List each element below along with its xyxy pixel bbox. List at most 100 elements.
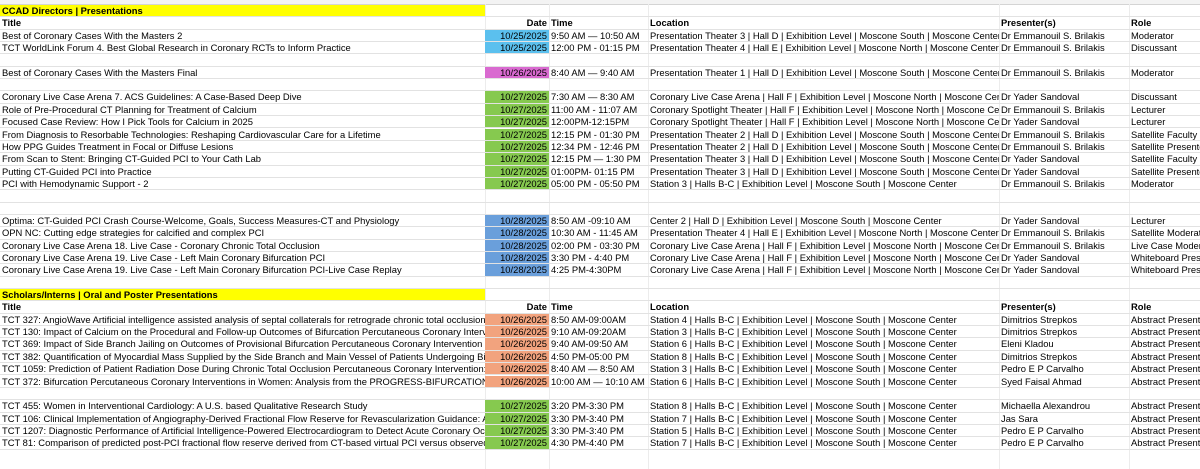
column-header-date[interactable]: Date [526, 17, 547, 29]
presenter-cell[interactable]: Dr Emmanouil S. Brilakis [1001, 239, 1105, 251]
date-cell[interactable]: 10/26/2025 [485, 375, 549, 387]
presenter-cell[interactable]: Dr Emmanouil S. Brilakis [1001, 29, 1105, 41]
location-cell[interactable]: Coronary Live Case Arena | Hall F | Exhi… [650, 91, 999, 103]
title-cell[interactable]: PCI with Hemodynamic Support - 2 [2, 177, 149, 189]
role-cell[interactable]: Abstract Presenter [1131, 375, 1200, 387]
column-header-time[interactable]: Time [551, 17, 573, 29]
date-cell[interactable]: 10/26/2025 [485, 326, 549, 338]
column-header-presenter[interactable]: Presenter(s) [1001, 17, 1056, 29]
location-cell[interactable]: Presentation Theater 2 | Hall D | Exhibi… [650, 140, 999, 152]
date-cell[interactable]: 10/27/2025 [485, 103, 549, 116]
column-header-date[interactable]: Date [526, 301, 547, 313]
date-cell[interactable]: 10/26/2025 [485, 66, 549, 79]
time-cell[interactable]: 3:30 PM-3:40 PM [551, 424, 624, 436]
time-cell[interactable]: 7:30 AM — 8:30 AM [551, 91, 635, 103]
date-cell[interactable]: 10/28/2025 [485, 239, 549, 251]
time-cell[interactable]: 4:50 PM-05:00 PM [551, 350, 630, 362]
time-cell[interactable]: 12:00 PM - 01:15 PM [551, 42, 640, 54]
column-header-role[interactable]: Role [1131, 17, 1152, 29]
role-cell[interactable]: Satellite Faculty [1131, 153, 1198, 165]
date-cell[interactable]: 10/27/2025 [485, 165, 549, 177]
time-cell[interactable]: 10:00 AM — 10:10 AM [551, 375, 645, 387]
title-cell[interactable]: Coronary Live Case Arena 18. Live Case -… [2, 239, 320, 251]
presenter-cell[interactable]: Dr Emmanouil S. Brilakis [1001, 128, 1105, 140]
date-cell[interactable]: 10/27/2025 [485, 424, 549, 437]
title-cell[interactable]: TCT 1207: Diagnostic Performance of Arti… [2, 424, 485, 436]
column-header-title[interactable]: Title [2, 301, 22, 313]
role-cell[interactable]: Satellite Faculty [1131, 128, 1198, 140]
role-cell[interactable]: Abstract Presenter [1131, 437, 1200, 449]
presenter-cell[interactable]: Dr Yader Sandoval [1001, 165, 1080, 177]
presenter-cell[interactable]: Dr Emmanouil S. Brilakis [1001, 227, 1105, 239]
presenter-cell[interactable]: Dr Yader Sandoval [1001, 116, 1080, 128]
time-cell[interactable]: 3:20 PM-3:30 PM [551, 400, 624, 412]
column-header-title[interactable]: Title [2, 17, 22, 29]
presenter-cell[interactable]: Jas Sara [1001, 412, 1038, 424]
role-cell[interactable]: Discussant [1131, 42, 1177, 54]
location-cell[interactable]: Station 6 | Halls B-C | Exhibition Level… [650, 375, 957, 387]
presenter-cell[interactable]: Eleni Kladou [1001, 338, 1054, 350]
title-cell[interactable]: TCT 372: Bifurcation Percutaneous Corona… [2, 375, 485, 387]
date-cell[interactable]: 10/28/2025 [485, 214, 549, 227]
title-cell[interactable]: TCT 369: Impact of Side Branch Jailing o… [2, 338, 485, 350]
title-cell[interactable]: TCT 1059: Prediction of Patient Radiatio… [2, 363, 485, 375]
role-cell[interactable]: Moderator [1131, 177, 1174, 189]
role-cell[interactable]: Moderator [1131, 66, 1174, 78]
title-cell[interactable]: Coronary Live Case Arena 19. Live Case -… [2, 252, 326, 263]
location-cell[interactable]: Station 8 | Halls B-C | Exhibition Level… [650, 350, 957, 362]
title-cell[interactable]: Coronary Live Case Arena 7. ACS Guidelin… [2, 91, 302, 103]
location-cell[interactable]: Station 7 | Halls B-C | Exhibition Level… [650, 412, 957, 424]
time-cell[interactable]: 8:40 AM — 9:40 AM [551, 66, 635, 78]
location-cell[interactable]: Station 8 | Halls B-C | Exhibition Level… [650, 400, 957, 412]
title-cell[interactable]: From Scan to Stent: Bringing CT-Guided P… [2, 153, 261, 165]
date-cell[interactable]: 10/28/2025 [485, 264, 549, 276]
section-title-cell[interactable]: CCAD Directors | Presentations [0, 5, 485, 17]
time-cell[interactable]: 3:30 PM-3:40 PM [551, 412, 624, 424]
role-cell[interactable]: Whiteboard Presenter [1131, 264, 1200, 276]
time-cell[interactable]: 4:25 PM-4:30PM [551, 264, 622, 276]
date-cell[interactable]: 10/26/2025 [485, 363, 549, 375]
title-cell[interactable]: Putting CT-Guided PCI into Practice [2, 165, 152, 177]
presenter-cell[interactable]: Dr Yader Sandoval [1001, 91, 1080, 103]
time-cell[interactable]: 01:00PM- 01:15 PM [551, 165, 635, 177]
presenter-cell[interactable]: Dr Emmanouil S. Brilakis [1001, 66, 1105, 78]
location-cell[interactable]: Presentation Theater 4 | Hall E | Exhibi… [650, 227, 999, 239]
title-cell[interactable]: TCT WorldLink Forum 4. Best Global Resea… [2, 42, 351, 54]
time-cell[interactable]: 12:15 PM - 01:30 PM [551, 128, 640, 140]
title-cell[interactable]: TCT 81: Comparison of predicted post-PCI… [2, 437, 485, 449]
location-cell[interactable]: Coronary Spotlight Theater | Hall F | Ex… [650, 116, 999, 128]
time-cell[interactable]: 12:15 PM — 1:30 PM [551, 153, 641, 165]
title-cell[interactable]: OPN NC: Cutting edge strategies for calc… [2, 227, 265, 239]
presenter-cell[interactable]: Dr Emmanouil S. Brilakis [1001, 177, 1105, 189]
date-cell[interactable]: 10/25/2025 [485, 42, 549, 54]
date-cell[interactable]: 10/27/2025 [485, 412, 549, 424]
location-cell[interactable]: Coronary Spotlight Theater | Hall F | Ex… [650, 103, 999, 115]
column-header-role[interactable]: Role [1131, 301, 1152, 313]
date-cell[interactable]: 10/26/2025 [485, 313, 549, 326]
section-title-cell[interactable]: Scholars/Interns | Oral and Poster Prese… [0, 289, 485, 301]
date-cell[interactable]: 10/27/2025 [485, 91, 549, 103]
location-cell[interactable]: Center 2 | Hall D | Exhibition Level | M… [650, 214, 942, 226]
role-cell[interactable]: Abstract Presenter [1131, 313, 1200, 325]
presenter-cell[interactable]: Pedro E P Carvalho [1001, 363, 1084, 375]
presenter-cell[interactable]: Dimitrios Strepkos [1001, 313, 1078, 325]
date-cell[interactable]: 10/27/2025 [485, 400, 549, 412]
presenter-cell[interactable]: Dr Yader Sandoval [1001, 252, 1080, 263]
column-header-location[interactable]: Location [650, 301, 690, 313]
location-cell[interactable]: Station 7 | Halls B-C | Exhibition Level… [650, 437, 957, 449]
presenter-cell[interactable]: Michaella Alexandrou [1001, 400, 1091, 412]
date-cell[interactable]: 10/27/2025 [485, 437, 549, 449]
column-header-presenter[interactable]: Presenter(s) [1001, 301, 1056, 313]
role-cell[interactable]: Abstract Presenter [1131, 363, 1200, 375]
title-cell[interactable]: From Diagnosis to Resorbable Technologie… [2, 128, 381, 140]
title-cell[interactable]: Focused Case Review: How I Pick Tools fo… [2, 116, 253, 128]
time-cell[interactable]: 05:00 PM - 05:50 PM [551, 177, 640, 189]
time-cell[interactable]: 12:34 PM - 12:46 PM [551, 140, 640, 152]
location-cell[interactable]: Station 5 | Halls B-C | Exhibition Level… [650, 424, 957, 436]
title-cell[interactable]: TCT 106: Clinical Implementation of Angi… [2, 412, 485, 424]
location-cell[interactable]: Station 6 | Halls B-C | Exhibition Level… [650, 338, 957, 350]
time-cell[interactable]: 8:40 AM — 8:50 AM [551, 363, 635, 375]
role-cell[interactable]: Live Case Moderator [1131, 239, 1200, 251]
role-cell[interactable]: Discussant [1131, 91, 1177, 103]
date-cell[interactable]: 10/26/2025 [485, 350, 549, 363]
